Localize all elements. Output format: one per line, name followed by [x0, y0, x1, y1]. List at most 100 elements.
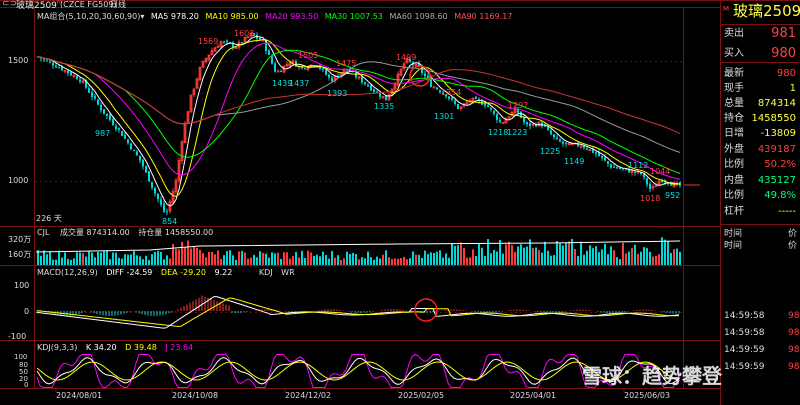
candlestick [174, 177, 178, 195]
volume-bar [187, 240, 189, 265]
kdj-switch-tab[interactable]: KDJ [258, 268, 273, 277]
volume-bar [229, 250, 231, 265]
quote-row: 杠杆 ----- [722, 204, 798, 220]
quote-label: 现手 [724, 83, 744, 94]
contract-title: 玻璃2509M [16, 0, 63, 11]
volume-bar [133, 251, 135, 265]
volume-bar [124, 254, 126, 265]
candlestick [285, 61, 289, 69]
candlestick [405, 57, 409, 64]
kdj-axis-label-20: 20 [19, 375, 28, 383]
volume-bar [472, 249, 474, 265]
candlestick [592, 146, 594, 154]
volume-bar [622, 242, 624, 265]
kdj-j-line [36, 353, 680, 388]
open-interest-value: 持仓量 1458550.00 [138, 228, 214, 237]
quote-label: 持仓 [724, 113, 744, 124]
volume-bar [211, 251, 213, 265]
volume-bar [55, 259, 57, 265]
quote-row: 总量 874314 [722, 96, 798, 112]
volume-bar [202, 253, 204, 265]
volume-bar [64, 252, 66, 265]
candlestick [168, 199, 172, 214]
volume-bar [454, 245, 456, 265]
volume-value: 成交量 874314.00 [59, 228, 130, 237]
volume-bar [253, 254, 255, 265]
ma20-line [37, 42, 681, 180]
volume-bar [637, 254, 639, 265]
volume-bar [106, 250, 108, 265]
volume-bar [112, 252, 114, 265]
candlestick [115, 123, 117, 132]
macd-indicator-name[interactable]: MACD(12,26,9) [37, 268, 98, 277]
ma90-value: MA90 1169.17 [454, 12, 513, 21]
quote-value: 1 [789, 83, 796, 94]
volume-bar [166, 255, 168, 265]
candlestick [118, 127, 120, 133]
volume-bar [565, 243, 567, 265]
candlestick [157, 193, 159, 203]
volume-bar [316, 254, 318, 265]
candlestick [186, 110, 190, 124]
macd-axis-label-minus100: -100 [8, 332, 27, 341]
candlestick [127, 138, 129, 145]
volume-bar [382, 254, 384, 265]
candlestick [232, 40, 234, 51]
candlestick [171, 188, 175, 205]
volume-bar [271, 252, 273, 265]
volume-indicator-name[interactable]: CJL [37, 228, 50, 237]
quote-value: 439187 [757, 144, 796, 155]
volume-bar [205, 257, 207, 265]
ma-group-label[interactable]: MA组合(5,10,20,30,60,90) [37, 12, 141, 21]
volume-bar [667, 241, 669, 265]
quote-label: 杠杆 [724, 206, 744, 217]
volume-bar [571, 238, 573, 265]
candlestick [177, 157, 181, 183]
kdj-indicator-name[interactable]: KDJ(9,3,3) [37, 343, 78, 352]
candlestick [72, 73, 76, 78]
volume-bar [490, 253, 492, 265]
price-annotation: 1223 [507, 128, 528, 137]
volume-bar [481, 247, 483, 265]
period-label[interactable]: 日线 [110, 0, 126, 9]
ma5-value: MA5 978.20 [150, 12, 199, 21]
volume-bar [214, 254, 216, 265]
volume-bar [157, 250, 159, 265]
volume-bar [412, 251, 414, 265]
volume-bar [109, 259, 111, 265]
volume-axis-label-b: 160万 [8, 250, 32, 259]
volume-bar [250, 257, 252, 265]
candlestick [213, 46, 217, 52]
kdj-j-value: J 23.64 [165, 343, 194, 352]
menu-icon[interactable]: ⊂⊃ [2, 0, 18, 9]
candlestick [481, 98, 483, 106]
volume-bar [586, 250, 588, 265]
volume-bar [61, 257, 63, 265]
ma-legend: MA组合(5,10,20,30,60,90)▾ MA5 978.20 MA10 … [37, 13, 512, 21]
kdj-axis-label-50: 50 [19, 368, 28, 376]
kdj-d-line [36, 361, 680, 381]
macd-dea-line [36, 297, 680, 327]
candlestick [274, 61, 276, 73]
candlestick [88, 85, 90, 94]
tick-time: 14:59:58 [724, 311, 765, 321]
macd-axis-label-0: 0 [24, 307, 30, 316]
volume-bar [319, 256, 321, 265]
chevron-down-icon[interactable]: ▾ [140, 12, 145, 21]
volume-bar [361, 257, 363, 265]
volume-bar [298, 257, 300, 265]
quote-title: 玻璃2509 [733, 2, 800, 20]
volume-bar [85, 256, 87, 265]
volume-bar [616, 257, 618, 265]
candlestick [424, 70, 426, 79]
volume-bar [505, 244, 507, 265]
candlestick [484, 101, 486, 109]
volume-bar [322, 251, 324, 265]
volume-bar [631, 248, 633, 265]
volume-bar [625, 253, 627, 265]
volume-bar [568, 241, 570, 265]
wr-switch-tab[interactable]: WR [281, 268, 295, 277]
highlight-circle-macd [414, 298, 438, 322]
ma10-value: MA10 985.00 [205, 12, 259, 21]
